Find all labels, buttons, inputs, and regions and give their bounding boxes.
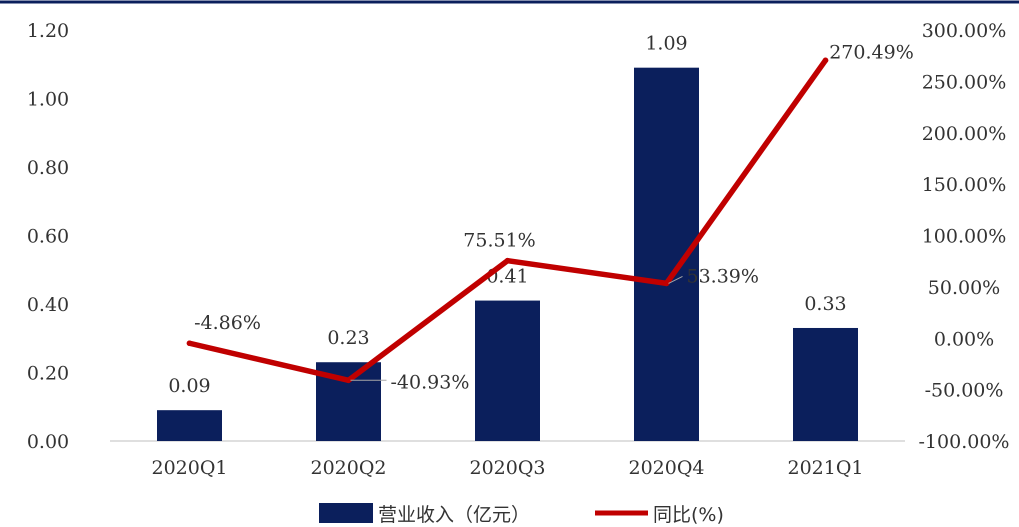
legend-bar-swatch (319, 503, 373, 523)
y-right-tick-label: 100.00% (922, 226, 1007, 248)
y-right-tick-label: 150.00% (922, 174, 1007, 196)
y-left-tick-label: 0.60 (27, 226, 69, 248)
y-right-tick-label: 50.00% (928, 277, 1000, 299)
line-data-label: 270.49% (829, 41, 914, 63)
y-right-tick-label: 300.00% (922, 20, 1007, 42)
label-leader-line (668, 275, 683, 284)
line-labels: -4.86% -40.93% 75.51% 53.39% 270.49% (194, 41, 914, 393)
y-left-tick-label: 0.20 (27, 363, 69, 385)
x-tick-label: 2020Q1 (151, 457, 227, 479)
bar (793, 327, 858, 441)
x-tick-label: 2021Q1 (787, 457, 863, 479)
y-right-tick-label: 0.00% (934, 328, 994, 350)
bar-data-label: 0.09 (168, 375, 210, 397)
x-tick-label: 2020Q3 (469, 457, 545, 479)
bar-data-label: 0.23 (327, 327, 369, 349)
y-right-tick-label: 250.00% (922, 71, 1007, 93)
y-left-tick-label: 0.80 (27, 157, 69, 179)
left-axis: 0.00 0.20 0.40 0.60 0.80 1.00 1.20 (27, 20, 69, 453)
x-axis: 2020Q1 2020Q2 2020Q3 2020Q4 2021Q1 (151, 457, 863, 479)
y-left-tick-label: 1.00 (27, 89, 69, 111)
y-right-tick-label: 200.00% (922, 123, 1007, 145)
bar-data-label: 1.09 (645, 33, 687, 55)
bar-labels: 0.090.230.411.090.33 (168, 33, 846, 397)
x-tick-label: 2020Q4 (628, 457, 704, 479)
legend-line-label: 同比(%) (653, 504, 724, 526)
line-data-label: -4.86% (194, 312, 261, 334)
y-left-tick-label: 0.00 (27, 431, 69, 453)
line-point (345, 377, 352, 384)
y-right-tick-label: -100.00% (919, 431, 1010, 453)
x-tick-label: 2020Q2 (310, 457, 386, 479)
line-data-label: 75.51% (463, 230, 535, 252)
right-axis: -100.00% -50.00% 0.00% 50.00% 100.00% 150.00%… (919, 20, 1010, 453)
y-left-tick-label: 1.20 (27, 20, 69, 42)
line-data-label: -40.93% (391, 371, 470, 393)
line-point (822, 57, 829, 64)
bar (475, 300, 540, 441)
legend-bar-label: 营业收入（亿元） (378, 504, 530, 526)
line-series (186, 57, 829, 384)
bar-data-label: 0.33 (804, 293, 846, 315)
y-right-tick-label: -50.00% (925, 380, 1004, 402)
line-point (504, 257, 511, 264)
legend: 营业收入（亿元） 同比(%) (319, 503, 724, 526)
bar (157, 410, 222, 441)
line-point (186, 340, 193, 347)
y-left-tick-label: 0.40 (27, 294, 69, 316)
bar-series (157, 67, 858, 442)
line-data-label: 53.39% (687, 265, 759, 287)
line-point (663, 280, 670, 287)
